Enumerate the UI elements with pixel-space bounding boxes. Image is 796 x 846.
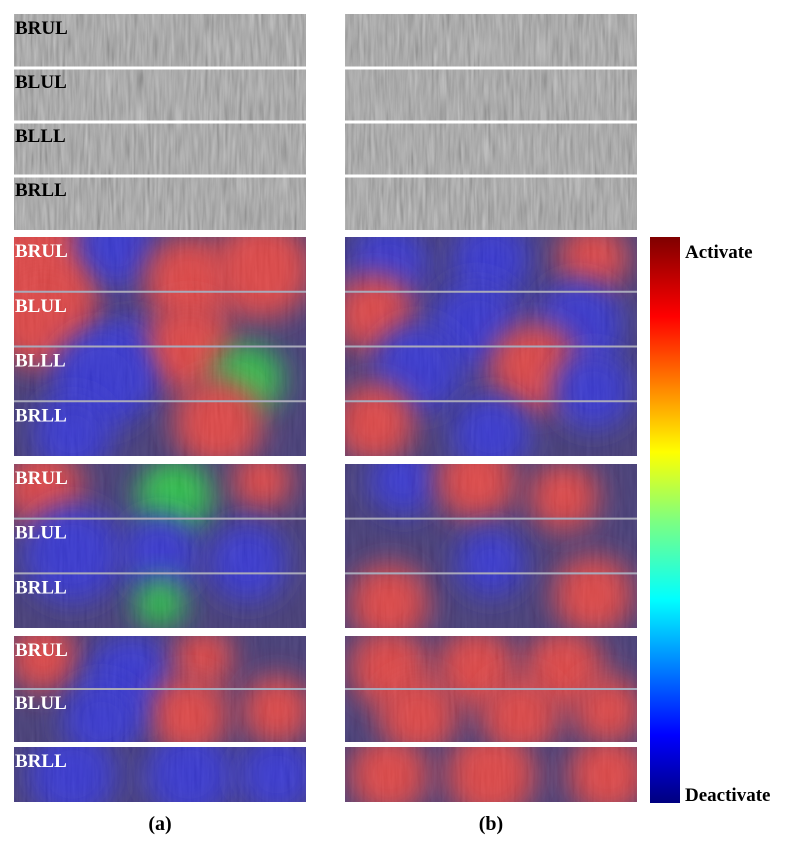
row-label: BLUL [15,693,67,714]
colorbar-bottom-label: Deactivate [685,785,770,806]
colorbar-top-label: Activate [685,242,753,263]
row-label: BRUL [15,18,68,39]
row-label: BLLL [15,126,66,147]
row-label: BRLL [15,751,67,772]
row-label: BRLL [15,577,67,598]
row-label: BRLL [15,405,67,426]
panel [14,747,306,802]
caption-a: (a) [148,813,171,835]
panel [345,747,637,802]
heat-noise [345,747,637,802]
caption-b: (b) [479,813,503,835]
row-label: BLUL [15,523,67,544]
row-label: BLUL [15,296,67,317]
row-label: BRUL [15,640,68,661]
row-label: BRUL [15,241,68,262]
row-label: BRUL [15,468,68,489]
row-label: BLUL [15,72,67,93]
panel [345,464,637,628]
row-label: BLLL [15,351,66,372]
heat-noise [345,464,637,628]
heat-noise [14,747,306,802]
row-label: BRLL [15,180,67,201]
heat-noise [14,464,306,628]
panel [345,636,637,742]
colorbar [650,237,680,803]
